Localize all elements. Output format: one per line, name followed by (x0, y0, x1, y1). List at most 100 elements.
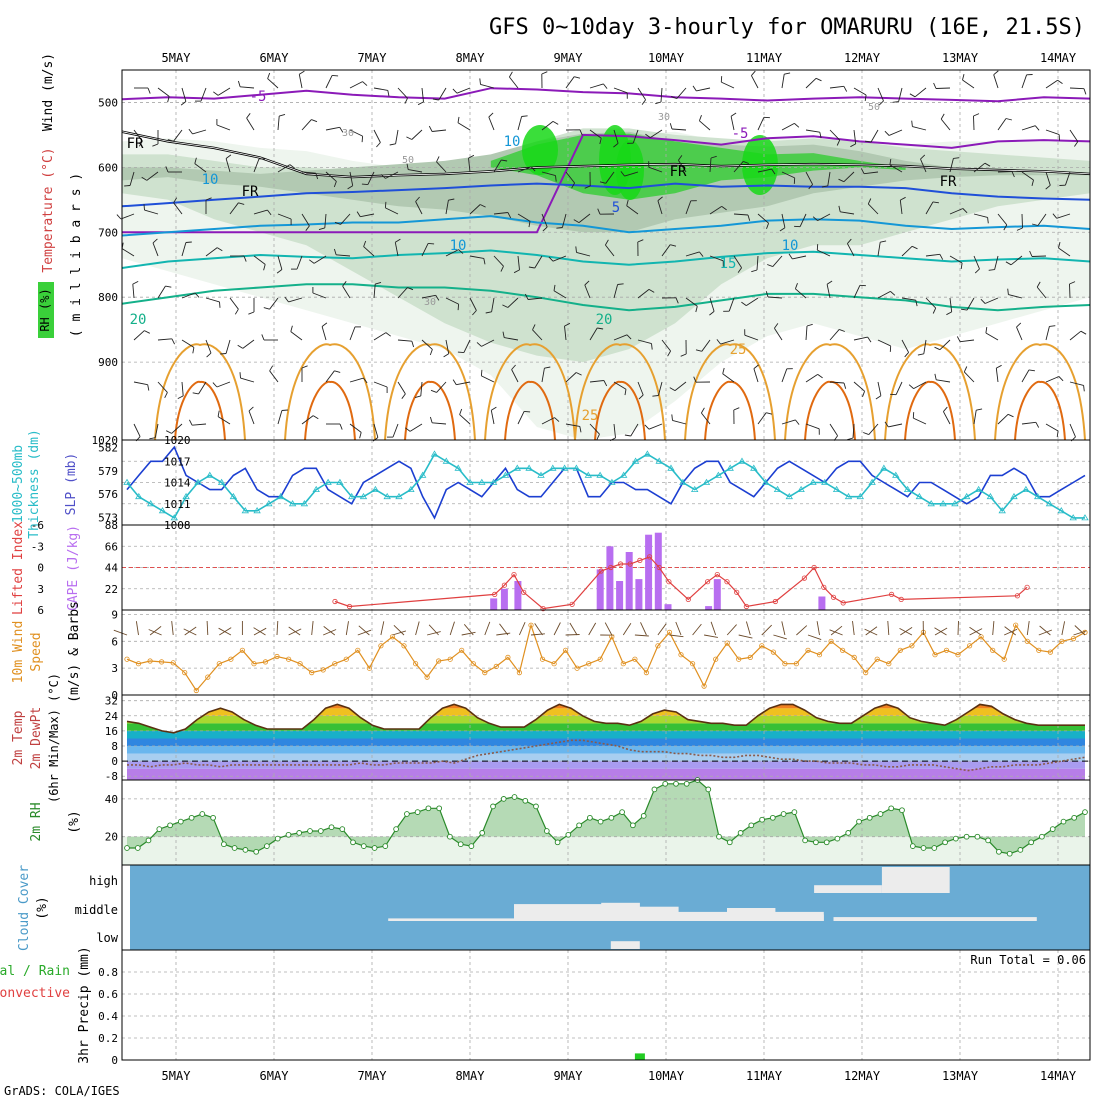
wind10m-barb (887, 620, 890, 636)
wind-barb (626, 205, 639, 215)
lifted-index-point (492, 591, 498, 598)
rh-point (511, 794, 518, 800)
wind-barb (409, 423, 423, 432)
wind-barb-flag (359, 432, 362, 439)
thickness-marker (679, 478, 687, 485)
wind-barb (421, 243, 429, 257)
wind10m-point (678, 652, 684, 658)
wind-barb (229, 202, 239, 215)
wind-barb (493, 212, 508, 215)
thickness-marker (489, 478, 498, 485)
wind-barb (397, 339, 412, 342)
ylabel-cloud-cover: Cloud Cover (17, 865, 32, 951)
thickness-marker (253, 507, 261, 514)
wind-barb (517, 411, 525, 425)
wind-barb (984, 297, 999, 304)
thickness-marker (690, 485, 699, 492)
wind10m-point (909, 643, 915, 649)
wind-barb-flag (765, 291, 769, 298)
wind-barb-flag (1003, 224, 1008, 231)
wind-barb-flag (698, 115, 702, 121)
wind-barb (661, 339, 671, 352)
wind-barb-flag (321, 322, 328, 327)
lifted-index-point (627, 561, 633, 567)
rh-shade-3 (490, 133, 906, 200)
wind10m-barb (135, 621, 139, 636)
wind-barb-flag (722, 367, 725, 374)
wind-barb (913, 381, 927, 389)
wind-barb-flag (1058, 376, 1064, 382)
rh-point (393, 826, 399, 832)
wind-barb-flag (243, 255, 247, 262)
thickness-marker (1069, 514, 1077, 521)
contour-label: FR (242, 184, 259, 200)
wind-barb (290, 331, 303, 341)
wind-barb (367, 171, 375, 185)
wind-barb-flag (847, 437, 854, 441)
wind-barb-flag (404, 98, 408, 104)
wind-barb (349, 129, 363, 137)
wind10m-point (297, 661, 303, 667)
wind-barb (504, 337, 519, 341)
wind10m-barb (816, 621, 820, 636)
wind-barb-flag (332, 74, 339, 77)
ylabel-wind10m-speed: Speed (29, 632, 44, 671)
wind-barb (415, 201, 423, 215)
wind-barb (966, 297, 975, 311)
contour-label: -5 (732, 126, 749, 142)
wind10m-point (412, 661, 419, 667)
wind-barb-flag (532, 324, 536, 330)
wind10m-barb (657, 623, 667, 636)
wind10m-point (851, 654, 857, 661)
temp-contour-30-loop (404, 380, 456, 441)
wind-barb-flag (406, 136, 412, 140)
rh-point (124, 845, 130, 851)
wind-barb-flag (305, 225, 310, 231)
contour-label: 15 (720, 256, 737, 272)
thickness-marker (407, 485, 415, 492)
wind10m-barb (323, 629, 337, 636)
wind-barb (373, 87, 388, 91)
wind-barb-flag (387, 90, 390, 97)
wind-barb (181, 242, 187, 257)
wind-barb-flag (138, 140, 143, 147)
lifted-index-point (346, 603, 353, 610)
wind-barb-flag (414, 395, 421, 399)
contour-label: 25 (582, 408, 599, 424)
wind10m-point (943, 647, 950, 653)
wind10m-point (574, 665, 580, 671)
wind10m-barb (518, 622, 526, 636)
wind10m-barb (692, 623, 702, 636)
wind-barb (481, 339, 495, 347)
ylabel-rh-unit: (%) (67, 810, 82, 833)
wind-barb-flag (1005, 261, 1012, 266)
wind-barb-flag (415, 196, 420, 202)
lifted-index-point (801, 575, 808, 581)
thickness-marker (454, 464, 462, 471)
wind10m-point (701, 683, 707, 689)
thickness-marker (951, 500, 959, 507)
wind-barb-flag (730, 112, 737, 117)
wind10m-point (459, 647, 465, 653)
cape-bar (500, 588, 508, 611)
wind10m-barb (183, 628, 197, 636)
cape-bar (490, 598, 498, 610)
wind-barb-flag (579, 426, 582, 433)
wind10m-barb (969, 626, 982, 636)
wind-barb-flag (911, 245, 918, 250)
wind-barb-flag (956, 336, 961, 342)
wind-barb (373, 381, 388, 388)
wind-barb-flag (1028, 369, 1035, 372)
wind-barb-flag (815, 77, 822, 82)
thickness-marker (430, 450, 439, 457)
wind-barb (733, 213, 749, 216)
wind-barb (888, 129, 903, 136)
wind-barb-flag (669, 123, 673, 130)
wind10m-point (562, 647, 569, 653)
wind-barb (194, 163, 207, 173)
rh-point (177, 818, 184, 825)
wind-barb-flag (448, 198, 455, 201)
thickness-marker (903, 485, 912, 492)
wind-barb-flag (411, 341, 415, 348)
rh-point (1071, 814, 1078, 821)
